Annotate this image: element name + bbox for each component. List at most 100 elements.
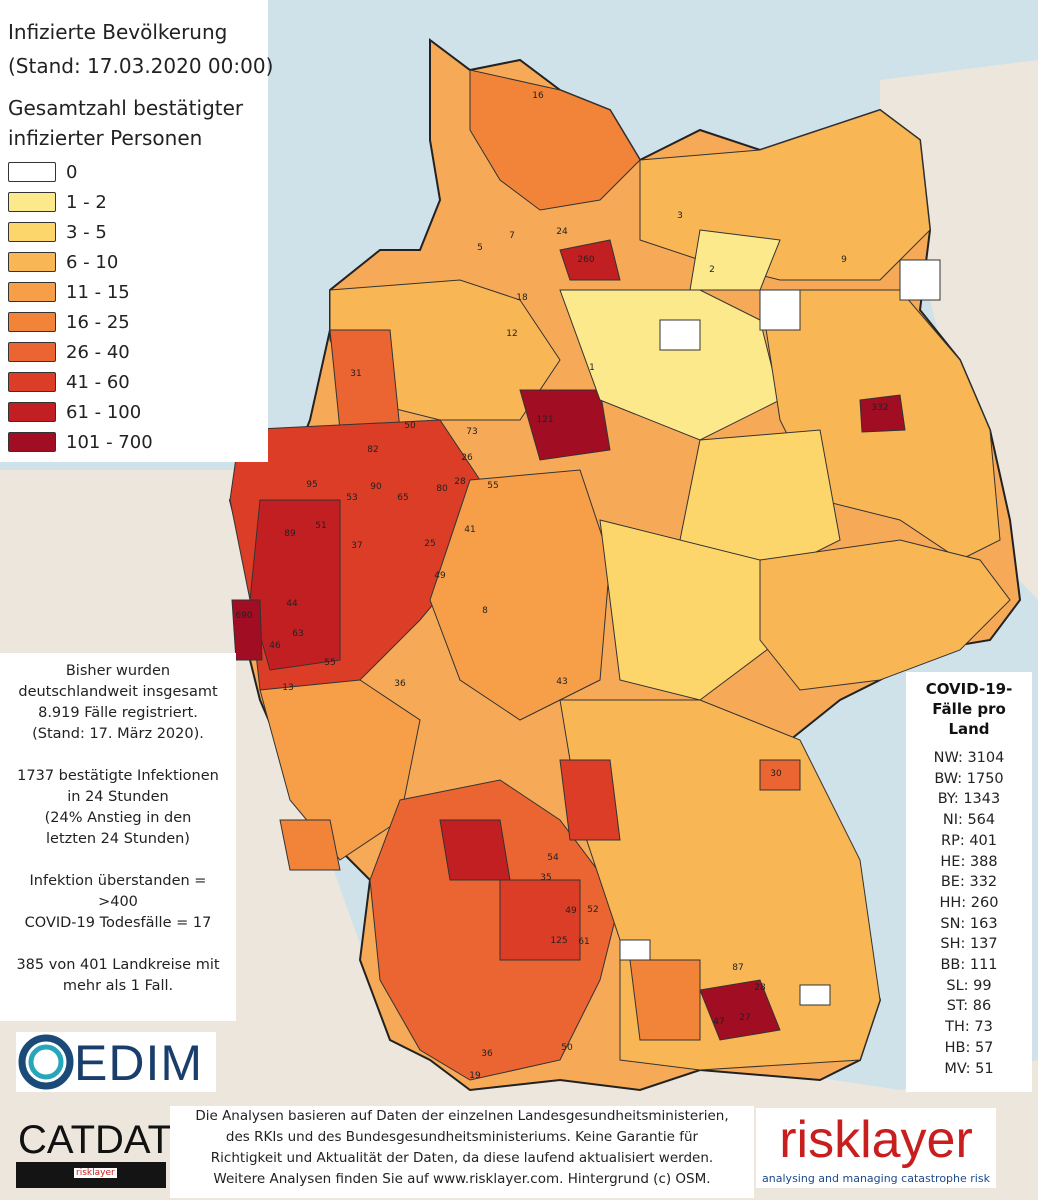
district-count-label: 12	[506, 329, 517, 339]
legend-item: 101 - 700	[8, 430, 153, 454]
legend-item: 16 - 25	[8, 310, 130, 334]
state-row: ST: 86	[946, 998, 992, 1015]
legend-label: 16 - 25	[66, 311, 130, 333]
district-count-label: 49	[565, 906, 577, 916]
district-count-label: 18	[516, 293, 528, 303]
summary-line: in 24 Stunden	[67, 789, 169, 805]
district-count-label: 44	[286, 599, 298, 609]
district-count-label: 24	[556, 227, 568, 237]
state-panel-title-3: Land	[948, 720, 990, 738]
district-count-label: 87	[732, 963, 743, 973]
district-count-label: 3	[677, 211, 683, 221]
region-bw	[369, 779, 621, 1081]
legend-panel: Infizierte Bevölkerung (Stand: 17.03.202…	[0, 0, 273, 462]
region-by-south	[629, 959, 701, 1041]
summary-line: letzten 24 Stunden)	[46, 831, 190, 847]
source-note-line: Weitere Analysen finden Sie auf www.risk…	[213, 1171, 711, 1187]
district-count-label: 46	[269, 641, 281, 651]
catdat-wordmark: CATDAT	[18, 1118, 173, 1162]
legend-swatch	[8, 222, 56, 242]
legend-label: 61 - 100	[66, 401, 142, 423]
region-stuttgart	[499, 879, 581, 961]
risklayer-logo: risklayer analysing and managing catastr…	[756, 1108, 996, 1188]
state-panel-title-2: Fälle pro	[932, 700, 1006, 718]
district-count-label: 1	[589, 363, 595, 373]
legend-label: 26 - 40	[66, 341, 130, 363]
district-count-label: 332	[871, 403, 888, 413]
state-row: HH: 260	[939, 894, 999, 911]
district-count-label: 36	[394, 679, 406, 689]
edim-wordmark: EDIM	[74, 1035, 203, 1091]
region-sn	[759, 539, 1011, 691]
district-count-label: 61	[578, 937, 589, 947]
legend-swatch	[8, 342, 56, 362]
summary-line: (Stand: 17. März 2020).	[32, 726, 204, 742]
district-count-label: 7	[509, 231, 515, 241]
legend-item: 0	[8, 160, 77, 184]
state-row: RP: 401	[941, 832, 997, 849]
district-count-label: 28	[454, 477, 466, 487]
summary-line: mehr als 1 Fall.	[62, 978, 174, 994]
district-count-label: 8	[482, 606, 488, 616]
state-row: TH: 73	[945, 1019, 993, 1036]
district-count-label: 19	[469, 1071, 481, 1081]
risklayer-tagline: analysing and managing catastrophe risk	[762, 1172, 990, 1185]
legend-swatch	[8, 162, 56, 182]
region-zero-5	[799, 984, 831, 1006]
region-berlin	[859, 394, 906, 433]
region-zero-2	[759, 289, 801, 331]
legend-item: 6 - 10	[8, 250, 118, 274]
summary-line: deutschlandweit insgesamt	[18, 684, 218, 700]
state-row: MV: 51	[944, 1060, 994, 1077]
legend-item: 11 - 15	[8, 280, 130, 304]
summary-line: 8.919 Fälle registriert.	[38, 705, 198, 721]
district-count-label: 90	[370, 482, 382, 492]
catdat-logo: CATDAT risklayer	[14, 1118, 176, 1190]
map-date: (Stand: 17.03.2020 00:00)	[8, 54, 274, 78]
district-count-label: 50	[561, 1043, 573, 1053]
district-count-label: 16	[532, 91, 544, 101]
source-note: Die Analysen basieren auf Daten der einz…	[170, 1106, 754, 1198]
state-row: BB: 111	[940, 957, 998, 973]
region-hamburg	[559, 239, 621, 281]
district-count-label: 260	[577, 255, 594, 265]
district-count-label: 89	[284, 529, 296, 539]
legend-label: 41 - 60	[66, 371, 130, 393]
district-count-label: 65	[397, 493, 408, 503]
legend-item: 26 - 40	[8, 340, 130, 364]
district-count-label: 5	[477, 243, 483, 253]
legend-swatch	[8, 402, 56, 422]
source-note-line: des RKIs und des Bundesgesundheitsminist…	[225, 1129, 699, 1145]
catdat-sub: risklayer	[74, 1168, 117, 1178]
region-zero-3	[899, 259, 941, 301]
state-row: SH: 137	[940, 936, 998, 953]
district-count-label: 121	[536, 415, 553, 425]
source-note-line: Die Analysen basieren auf Daten der einz…	[195, 1108, 729, 1124]
district-count-label: 51	[315, 521, 326, 531]
legend-swatch	[8, 192, 56, 212]
district-count-label: 26	[461, 453, 473, 463]
region-saarland	[279, 819, 341, 871]
district-count-label: 43	[556, 677, 567, 687]
legend-label: 101 - 700	[66, 431, 153, 453]
summary-line: COVID-19 Todesfälle = 17	[24, 915, 212, 931]
state-row: HE: 388	[940, 853, 998, 870]
region-muenchen	[699, 979, 781, 1041]
district-count-label: 50	[404, 421, 416, 431]
region-hannover	[519, 389, 611, 461]
district-count-label: 82	[367, 445, 378, 455]
risklayer-wordmark: risklayer	[779, 1111, 973, 1169]
district-count-label: 2	[709, 265, 715, 275]
district-count-label: 9	[841, 255, 847, 265]
district-count-label: 13	[282, 683, 293, 693]
map-title: Infizierte Bevölkerung	[8, 20, 228, 44]
district-count-label: 125	[550, 936, 567, 946]
district-count-label: 25	[424, 539, 435, 549]
state-row: BE: 332	[940, 874, 998, 891]
state-row: SN: 163	[940, 915, 998, 932]
district-count-label: 55	[324, 658, 335, 668]
summary-line: Bisher wurden	[65, 663, 171, 679]
state-row: SL: 99	[946, 977, 992, 994]
